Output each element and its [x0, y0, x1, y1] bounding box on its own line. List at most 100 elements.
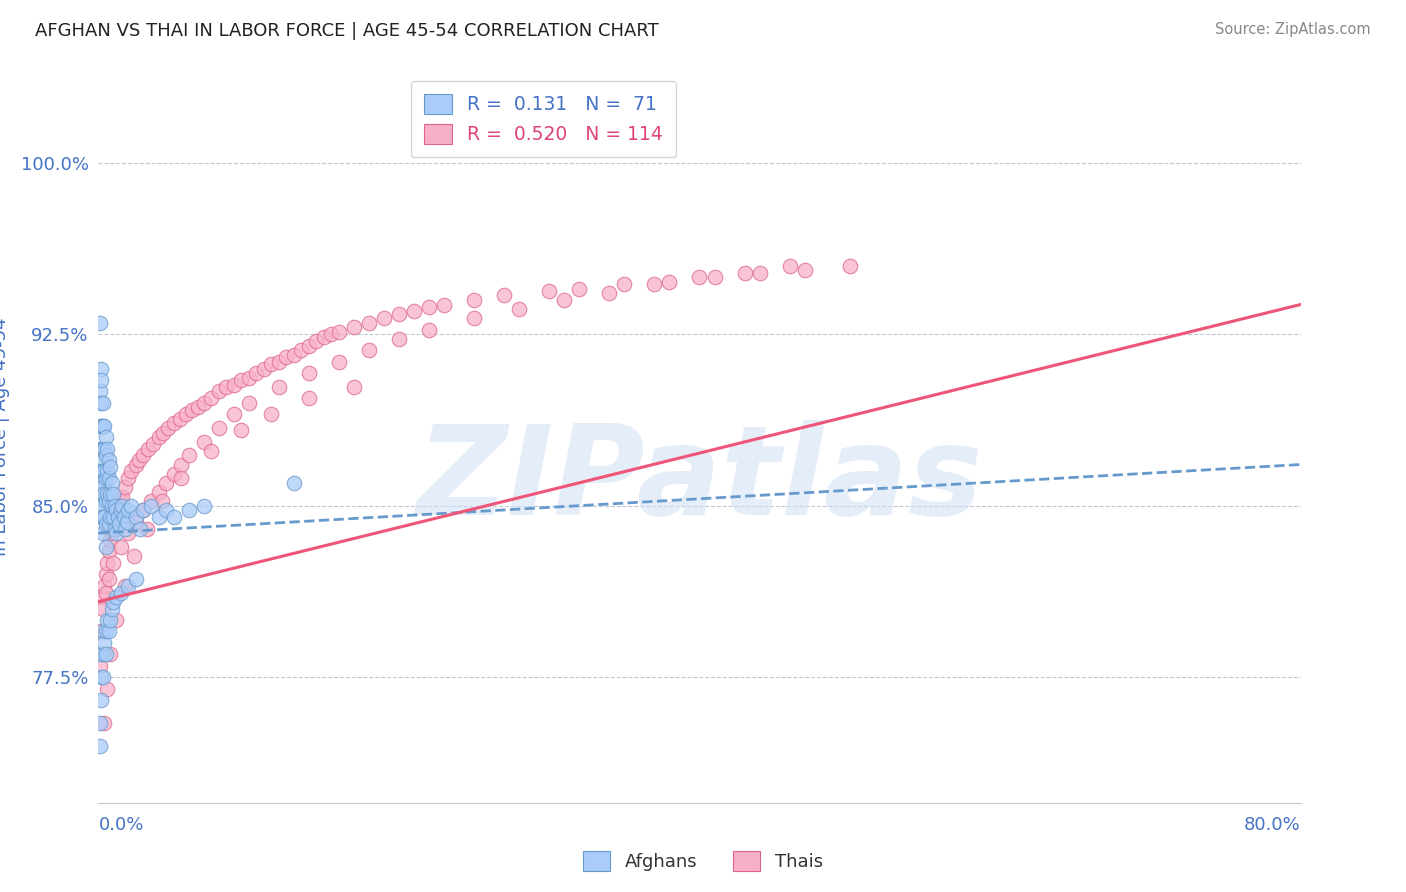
Point	[90, 647, 112, 661]
Point	[238, 396, 260, 410]
Point	[103, 487, 125, 501]
Point	[298, 338, 321, 352]
Point	[734, 265, 756, 279]
Point	[117, 579, 139, 593]
Point	[110, 494, 132, 508]
Point	[90, 464, 112, 478]
Point	[688, 270, 710, 285]
Point	[388, 332, 411, 346]
Point	[94, 516, 117, 531]
Point	[132, 448, 155, 462]
Point	[100, 613, 122, 627]
Point	[418, 300, 440, 314]
Point	[97, 624, 120, 639]
Point	[93, 579, 115, 593]
Point	[121, 464, 143, 478]
Point	[105, 590, 128, 604]
Point	[125, 572, 148, 586]
Point	[779, 259, 801, 273]
Point	[90, 693, 112, 707]
Point	[148, 430, 170, 444]
Point	[91, 526, 114, 541]
Point	[208, 384, 231, 399]
Point	[290, 343, 312, 358]
Point	[89, 442, 111, 456]
Point	[553, 293, 575, 307]
Point	[658, 275, 681, 289]
Point	[93, 487, 115, 501]
Point	[373, 311, 395, 326]
Point	[111, 490, 134, 504]
Point	[101, 601, 124, 615]
Point	[103, 521, 125, 535]
Point	[748, 265, 770, 279]
Point	[91, 601, 114, 615]
Point	[94, 624, 117, 639]
Point	[174, 407, 197, 421]
Point	[93, 418, 115, 433]
Point	[156, 421, 179, 435]
Text: ZIPatlas: ZIPatlas	[416, 420, 983, 541]
Point	[90, 670, 112, 684]
Point	[114, 480, 136, 494]
Point	[222, 407, 245, 421]
Point	[114, 579, 136, 593]
Point	[125, 510, 148, 524]
Point	[135, 521, 157, 535]
Point	[494, 288, 516, 302]
Point	[93, 510, 115, 524]
Point	[231, 373, 253, 387]
Point	[222, 377, 245, 392]
Point	[105, 510, 128, 524]
Point	[97, 453, 120, 467]
Point	[267, 380, 290, 394]
Point	[103, 510, 125, 524]
Point	[538, 284, 561, 298]
Point	[89, 418, 111, 433]
Point	[91, 590, 114, 604]
Point	[260, 357, 283, 371]
Point	[110, 585, 132, 599]
Point	[124, 549, 146, 563]
Point	[91, 670, 114, 684]
Point	[180, 402, 202, 417]
Point	[108, 516, 131, 531]
Point	[93, 464, 115, 478]
Point	[107, 506, 129, 520]
Point	[193, 434, 215, 449]
Point	[208, 421, 231, 435]
Point	[90, 373, 112, 387]
Point	[312, 329, 335, 343]
Point	[148, 484, 170, 499]
Point	[94, 540, 117, 554]
Point	[231, 423, 253, 437]
Point	[96, 442, 118, 456]
Point	[90, 499, 112, 513]
Point	[91, 464, 114, 478]
Point	[276, 350, 298, 364]
Point	[90, 510, 112, 524]
Point	[162, 417, 184, 431]
Point	[97, 471, 120, 485]
Point	[103, 594, 125, 608]
Point	[136, 442, 159, 456]
Point	[97, 544, 120, 558]
Point	[90, 624, 112, 639]
Point	[94, 647, 117, 661]
Point	[91, 624, 114, 639]
Point	[463, 311, 485, 326]
Point	[100, 459, 122, 474]
Point	[93, 715, 115, 730]
Point	[89, 739, 111, 753]
Point	[132, 503, 155, 517]
Point	[152, 425, 174, 440]
Point	[97, 572, 120, 586]
Point	[139, 494, 162, 508]
Point	[283, 475, 305, 490]
Point	[793, 263, 815, 277]
Point	[703, 270, 725, 285]
Point	[89, 316, 111, 330]
Point	[129, 521, 152, 535]
Point	[125, 515, 148, 529]
Text: 80.0%: 80.0%	[1244, 816, 1301, 834]
